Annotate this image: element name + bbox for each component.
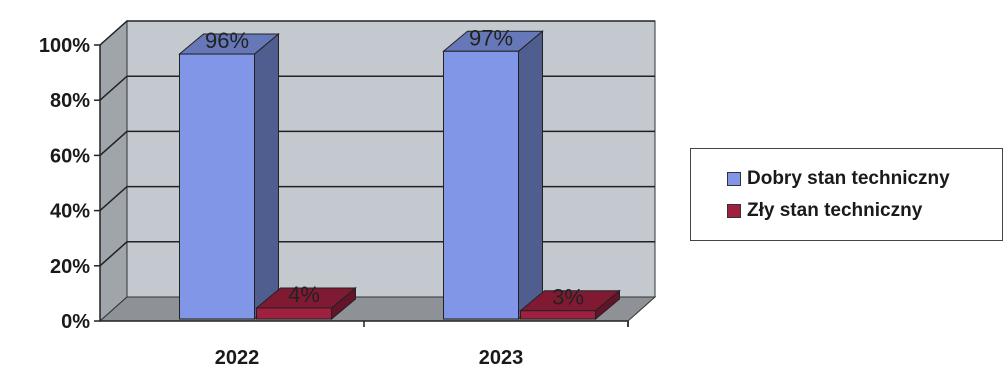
bar-side [518, 30, 543, 321]
gridline [99, 20, 655, 46]
y-tick-label: 0% [61, 311, 90, 333]
legend-swatch-good [727, 172, 741, 186]
x-tick-label: 2023 [479, 347, 524, 365]
legend-item-bad: Zły stan techniczny [727, 195, 1002, 227]
data-label: 3% [552, 285, 584, 310]
bar-side [254, 32, 279, 321]
bars [178, 30, 621, 321]
data-label: 97% [469, 25, 513, 50]
legend-label-good: Dobry stan techniczny [747, 168, 950, 189]
x-tick-label: 2022 [215, 347, 260, 365]
bar [443, 50, 519, 320]
legend-swatch-bad [727, 204, 741, 218]
legend: Dobry stan techniczny Zły stan techniczn… [690, 148, 1003, 241]
y-tick-label: 60% [50, 145, 90, 167]
y-tick-label: 20% [50, 256, 90, 278]
y-tick-label: 40% [50, 201, 90, 223]
y-tick-label: 80% [50, 90, 90, 112]
bar [179, 53, 255, 320]
legend-item-good: Dobry stan techniczny [727, 163, 1002, 195]
side-wall [99, 19, 128, 323]
data-labels: 96% 4% 97% 3% [205, 25, 584, 309]
axes: 0% 20% 40% 60% 80% 100% 2022 2023 [39, 35, 629, 365]
bar [256, 307, 332, 320]
data-label: 96% [205, 28, 249, 53]
y-tick-label: 100% [39, 35, 90, 57]
bar [520, 310, 596, 320]
data-label: 4% [288, 282, 320, 307]
legend-label-bad: Zły stan techniczny [747, 200, 923, 221]
